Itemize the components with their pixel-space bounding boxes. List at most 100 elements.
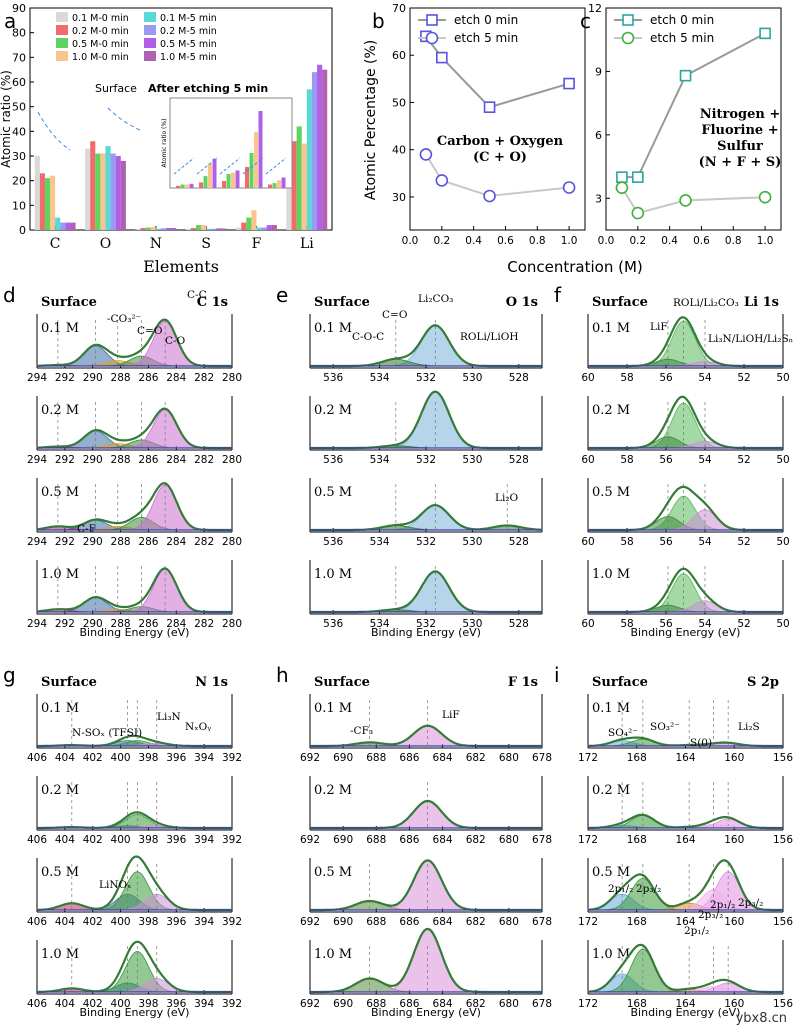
bar bbox=[100, 153, 106, 230]
surface-label: Surface bbox=[41, 675, 97, 690]
x-tick-label: 56 bbox=[659, 618, 673, 630]
panel-label-b: b bbox=[372, 9, 385, 33]
x-tick-label: 288 bbox=[111, 618, 131, 630]
legend-label: etch 5 min bbox=[650, 31, 714, 45]
marker bbox=[562, 181, 576, 194]
plot-frame bbox=[409, 7, 586, 231]
x-tick-label: 398 bbox=[138, 834, 158, 846]
legend-label: 0.5 M-0 min bbox=[72, 39, 129, 50]
x-tick-label: 0.2 bbox=[433, 235, 450, 247]
x-tick-label: 56 bbox=[659, 454, 673, 466]
x-tick-label: 692 bbox=[300, 752, 320, 764]
x-tick-label: 156 bbox=[773, 998, 793, 1010]
x-tick-label: 286 bbox=[138, 372, 158, 384]
raw-data bbox=[587, 814, 783, 829]
spectrum-row: 0.2 M 60 58 56 54 52 50 bbox=[581, 395, 790, 466]
concentration-label: 0.5 M bbox=[592, 485, 630, 500]
x-tick-label: 402 bbox=[83, 834, 103, 846]
y-tick-label: 0 bbox=[19, 224, 26, 237]
panel-title: O 1s bbox=[506, 295, 538, 310]
x-tick-label: 534 bbox=[370, 618, 390, 630]
y-tick-label: 80 bbox=[12, 27, 26, 40]
inset-bar bbox=[189, 183, 194, 188]
peak-label: S(0) bbox=[690, 737, 712, 749]
x-axis-label: Binding Energy (eV) bbox=[631, 1006, 741, 1019]
bar bbox=[311, 72, 318, 230]
x-tick-label: 534 bbox=[370, 372, 390, 384]
y-tick-label: 50 bbox=[12, 101, 26, 114]
x-tick-label: 402 bbox=[83, 752, 103, 764]
panel-title: N 1s bbox=[195, 675, 228, 690]
bar bbox=[286, 151, 292, 230]
x-tick-label: 406 bbox=[27, 752, 47, 764]
x-tick-label: 160 bbox=[724, 752, 744, 764]
peak-label: Li₃N/LiOH/Li₂Sₙ bbox=[708, 333, 794, 345]
legend-swatch bbox=[144, 38, 156, 48]
trend-arrow bbox=[37, 111, 71, 151]
x-tick-label: 164 bbox=[675, 998, 695, 1010]
x-tick-label: 0.6 bbox=[497, 235, 514, 247]
x-tick-label: 56 bbox=[659, 536, 673, 548]
x-tick-label: 292 bbox=[55, 454, 75, 466]
bar bbox=[166, 228, 172, 230]
legend-label: 0.1 M-0 min bbox=[72, 13, 129, 24]
legend-label: 0.5 M-5 min bbox=[160, 39, 217, 50]
x-tick-label: 172 bbox=[578, 834, 598, 846]
bar bbox=[236, 227, 242, 230]
spectrum-row: 1.0 M 294 292 290 288 286 284 282 280 bbox=[27, 560, 242, 630]
inset-bar bbox=[185, 184, 189, 188]
x-tick-label: 394 bbox=[194, 916, 214, 928]
surface-label: Surface bbox=[592, 675, 648, 690]
x-tick-label: 284 bbox=[166, 372, 186, 384]
concentration-label: 1.0 M bbox=[592, 947, 630, 962]
bar bbox=[115, 156, 121, 230]
x-tick-label: 690 bbox=[333, 916, 353, 928]
bar bbox=[206, 228, 212, 230]
spectrum-row: 0.5 M 294 292 290 288 286 284 282 280 bbox=[27, 478, 242, 548]
bar bbox=[50, 175, 56, 230]
concentration-label: 1.0 M bbox=[314, 947, 352, 962]
concentration-label: 0.1 M bbox=[592, 321, 630, 336]
panel-label-d: d bbox=[3, 283, 16, 307]
x-tick-label: 286 bbox=[138, 536, 158, 548]
bar bbox=[150, 227, 156, 230]
x-tick-label: 684 bbox=[433, 834, 453, 846]
x-tick-label: 678 bbox=[532, 916, 552, 928]
x-tick-label: 294 bbox=[27, 372, 47, 384]
legend-marker bbox=[621, 31, 635, 45]
panel-d: d Surface C 1s 0.1 M 294 292 290 288 286 284 282 28… bbox=[3, 283, 242, 639]
inset-bar bbox=[231, 172, 235, 188]
concentration-label: 0.5 M bbox=[592, 865, 630, 880]
x-tick-label: 0.0 bbox=[598, 235, 615, 247]
bar bbox=[266, 225, 272, 230]
bar bbox=[110, 153, 116, 230]
y-tick-label: 30 bbox=[12, 150, 26, 163]
x-tick-label: 156 bbox=[773, 752, 793, 764]
panel-f: f Surface Li 1s 0.1 M 60 58 56 54 52 50 0.2 M 60 58 5… bbox=[554, 283, 794, 639]
y-tick-label: 70 bbox=[12, 51, 26, 64]
panel-label-g: g bbox=[3, 663, 16, 687]
bar bbox=[195, 225, 202, 230]
x-tick-label: 688 bbox=[366, 998, 386, 1010]
peak-label: C-O-C bbox=[352, 331, 384, 343]
x-tick-label: 688 bbox=[366, 834, 386, 846]
y-tick-label: 10 bbox=[12, 199, 26, 212]
x-tick-label: 400 bbox=[111, 752, 131, 764]
x-tick-label: 682 bbox=[466, 834, 486, 846]
concentration-label: 1.0 M bbox=[41, 947, 79, 962]
peak-label: C=O bbox=[382, 309, 408, 321]
x-tick-label: 690 bbox=[333, 998, 353, 1010]
bar bbox=[317, 64, 323, 230]
marker bbox=[679, 194, 692, 207]
concentration-label: 0.2 M bbox=[41, 783, 79, 798]
x-tick-label: 284 bbox=[166, 536, 186, 548]
x-tick-label: 688 bbox=[366, 916, 386, 928]
spectrum-row: 0.2 M 692 690 688 686 684 682 680 678 bbox=[300, 776, 552, 846]
raw-data bbox=[588, 316, 783, 367]
bar bbox=[145, 227, 151, 230]
legend-marker bbox=[622, 14, 634, 26]
x-tick-label: 392 bbox=[222, 752, 242, 764]
x-tick-label: 168 bbox=[627, 752, 647, 764]
x-tick-label: 402 bbox=[83, 916, 103, 928]
